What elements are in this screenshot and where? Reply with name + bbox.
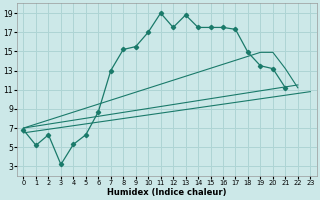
X-axis label: Humidex (Indice chaleur): Humidex (Indice chaleur) bbox=[107, 188, 227, 197]
